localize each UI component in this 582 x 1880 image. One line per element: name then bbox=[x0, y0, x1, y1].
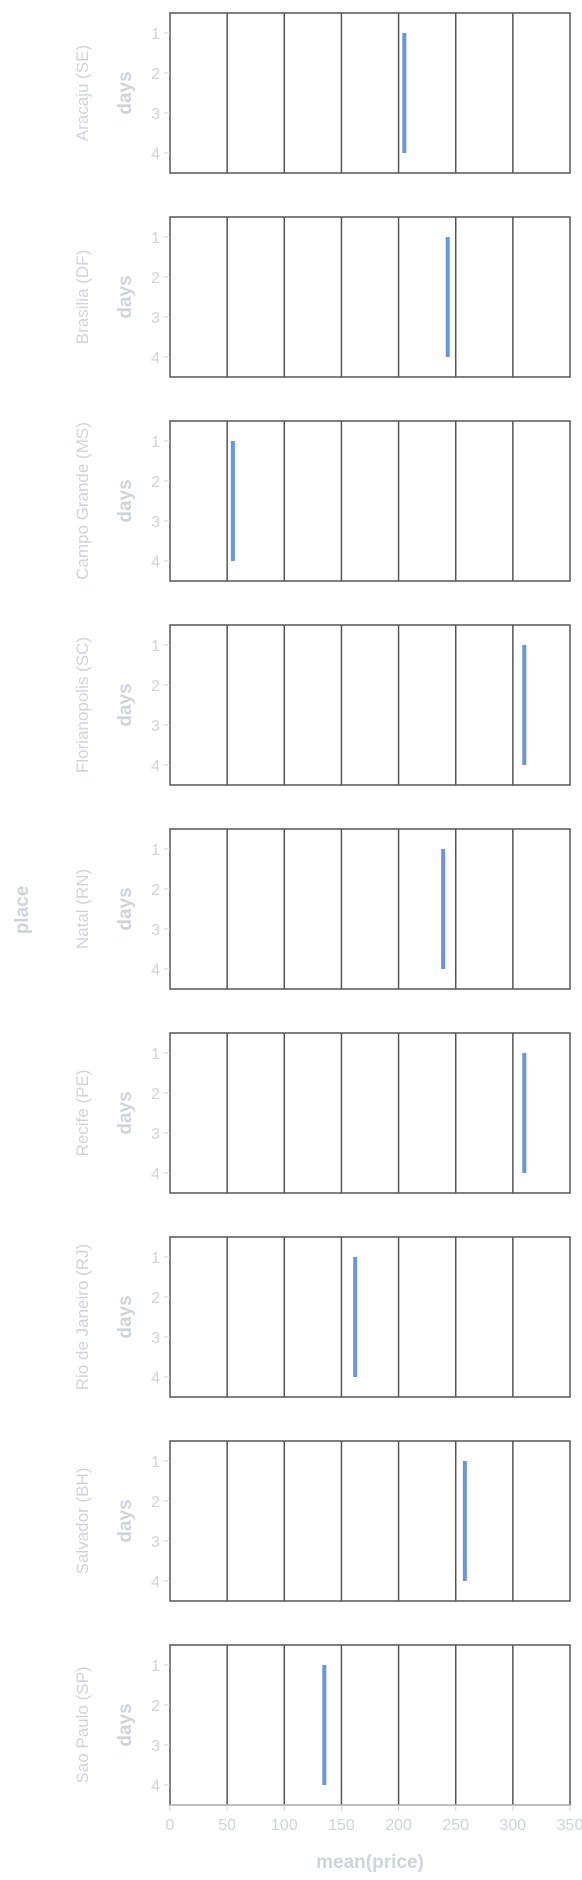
y-tick-label: 1 bbox=[151, 638, 160, 655]
y-tick-label: 3 bbox=[151, 310, 160, 327]
facet-panel: 1 2 3 4 days Brasilia (DF) bbox=[73, 216, 571, 378]
x-tick-label: 50 bbox=[218, 1817, 236, 1834]
y-tick-label: 3 bbox=[151, 1330, 160, 1347]
y-tick-label: 2 bbox=[151, 1086, 160, 1103]
y-tick-label: 2 bbox=[151, 1290, 160, 1307]
y-tick-label: 3 bbox=[151, 514, 160, 531]
facet-label: Sao Paulo (SP) bbox=[73, 1666, 92, 1783]
panel-frame bbox=[169, 216, 571, 378]
facet-panel: 1 2 3 4 days Salvador (BH) bbox=[73, 1440, 571, 1602]
panel-frame bbox=[169, 624, 571, 786]
y-axis-title: days bbox=[115, 1703, 136, 1746]
y-axis-title: days bbox=[115, 1499, 136, 1542]
facet-panel: 1 2 3 4 days Campo Grande (MS) bbox=[73, 420, 571, 582]
y-tick-label: 2 bbox=[151, 474, 160, 491]
y-tick-label: 4 bbox=[151, 1166, 160, 1183]
x-tick-label: 200 bbox=[385, 1817, 412, 1834]
panel-frame bbox=[169, 828, 571, 990]
y-tick-label: 1 bbox=[151, 842, 160, 859]
x-tick-label: 0 bbox=[166, 1817, 175, 1834]
facet-panel: 1 2 3 4 days Natal (RN) bbox=[73, 828, 571, 990]
facet-label: Salvador (BH) bbox=[73, 1468, 92, 1575]
y-tick-label: 3 bbox=[151, 1738, 160, 1755]
y-tick-label: 1 bbox=[151, 1250, 160, 1267]
y-axis-title: days bbox=[115, 1295, 136, 1338]
panel-frame bbox=[169, 1644, 571, 1806]
y-tick-label: 2 bbox=[151, 270, 160, 287]
y-tick-label: 2 bbox=[151, 882, 160, 899]
y-tick-label: 4 bbox=[151, 962, 160, 979]
facet-title: place bbox=[12, 886, 33, 935]
facet-label: Florianopolis (SC) bbox=[73, 637, 92, 773]
facet-panel: 1 2 3 4 days Recife (PE) bbox=[73, 1032, 571, 1194]
facet-panel: 1 2 3 4 days Sao Paulo (SP) bbox=[73, 1644, 571, 1806]
y-tick-label: 4 bbox=[151, 1370, 160, 1387]
facet-label: Natal (RN) bbox=[73, 869, 92, 949]
y-tick-label: 3 bbox=[151, 1534, 160, 1551]
panel-frame bbox=[169, 1032, 571, 1194]
y-tick-label: 2 bbox=[151, 678, 160, 695]
y-tick-label: 1 bbox=[151, 26, 160, 43]
y-tick-label: 4 bbox=[151, 350, 160, 367]
y-tick-label: 3 bbox=[151, 922, 160, 939]
y-axis-title: days bbox=[115, 275, 136, 318]
y-tick-label: 2 bbox=[151, 66, 160, 83]
y-tick-label: 1 bbox=[151, 1046, 160, 1063]
y-tick-label: 1 bbox=[151, 1658, 160, 1675]
facet-panel: 1 2 3 4 days Florianopolis (SC) bbox=[73, 624, 571, 786]
y-tick-label: 4 bbox=[151, 1574, 160, 1591]
facet-label: Aracaju (SE) bbox=[73, 45, 92, 141]
x-tick-label: 350 bbox=[557, 1817, 582, 1834]
facet-panel: 1 2 3 4 days Rio de Janeiro (RJ) bbox=[73, 1236, 571, 1398]
facet-panel: 1 2 3 4 days Aracaju (SE) bbox=[73, 12, 571, 174]
y-tick-label: 2 bbox=[151, 1494, 160, 1511]
y-tick-label: 3 bbox=[151, 718, 160, 735]
y-tick-label: 1 bbox=[151, 230, 160, 247]
panel-frame bbox=[169, 420, 571, 582]
y-tick-label: 2 bbox=[151, 1698, 160, 1715]
y-axis-title: days bbox=[115, 887, 136, 930]
y-tick-label: 1 bbox=[151, 1454, 160, 1471]
panel-frame bbox=[169, 1440, 571, 1602]
y-tick-label: 1 bbox=[151, 434, 160, 451]
y-axis-title: days bbox=[115, 1091, 136, 1134]
x-axis-title: mean(price) bbox=[316, 1852, 424, 1873]
y-tick-label: 3 bbox=[151, 1126, 160, 1143]
y-tick-label: 4 bbox=[151, 146, 160, 163]
facet-label: Rio de Janeiro (RJ) bbox=[73, 1244, 92, 1390]
y-tick-label: 4 bbox=[151, 758, 160, 775]
x-tick-label: 150 bbox=[328, 1817, 355, 1834]
panel-frame bbox=[169, 1236, 571, 1398]
facet-label: Recife (PE) bbox=[73, 1070, 92, 1157]
x-axis: 0 50 100 150 200 250 300 350 bbox=[166, 1804, 582, 1834]
y-tick-label: 4 bbox=[151, 1778, 160, 1795]
panel-frame bbox=[169, 12, 571, 174]
y-axis-title: days bbox=[115, 71, 136, 114]
x-tick-label: 250 bbox=[442, 1817, 469, 1834]
x-tick-label: 300 bbox=[500, 1817, 527, 1834]
facets: 1 2 3 4 days Aracaju (SE) 1 2 3 4 days Brasilia (DF… bbox=[73, 12, 571, 1806]
y-axis-title: days bbox=[115, 683, 136, 726]
x-tick-label: 100 bbox=[271, 1817, 298, 1834]
y-tick-label: 4 bbox=[151, 554, 160, 571]
facet-label: Brasilia (DF) bbox=[73, 250, 92, 344]
facet-label: Campo Grande (MS) bbox=[73, 422, 92, 580]
y-axis-title: days bbox=[115, 479, 136, 522]
y-tick-label: 3 bbox=[151, 106, 160, 123]
